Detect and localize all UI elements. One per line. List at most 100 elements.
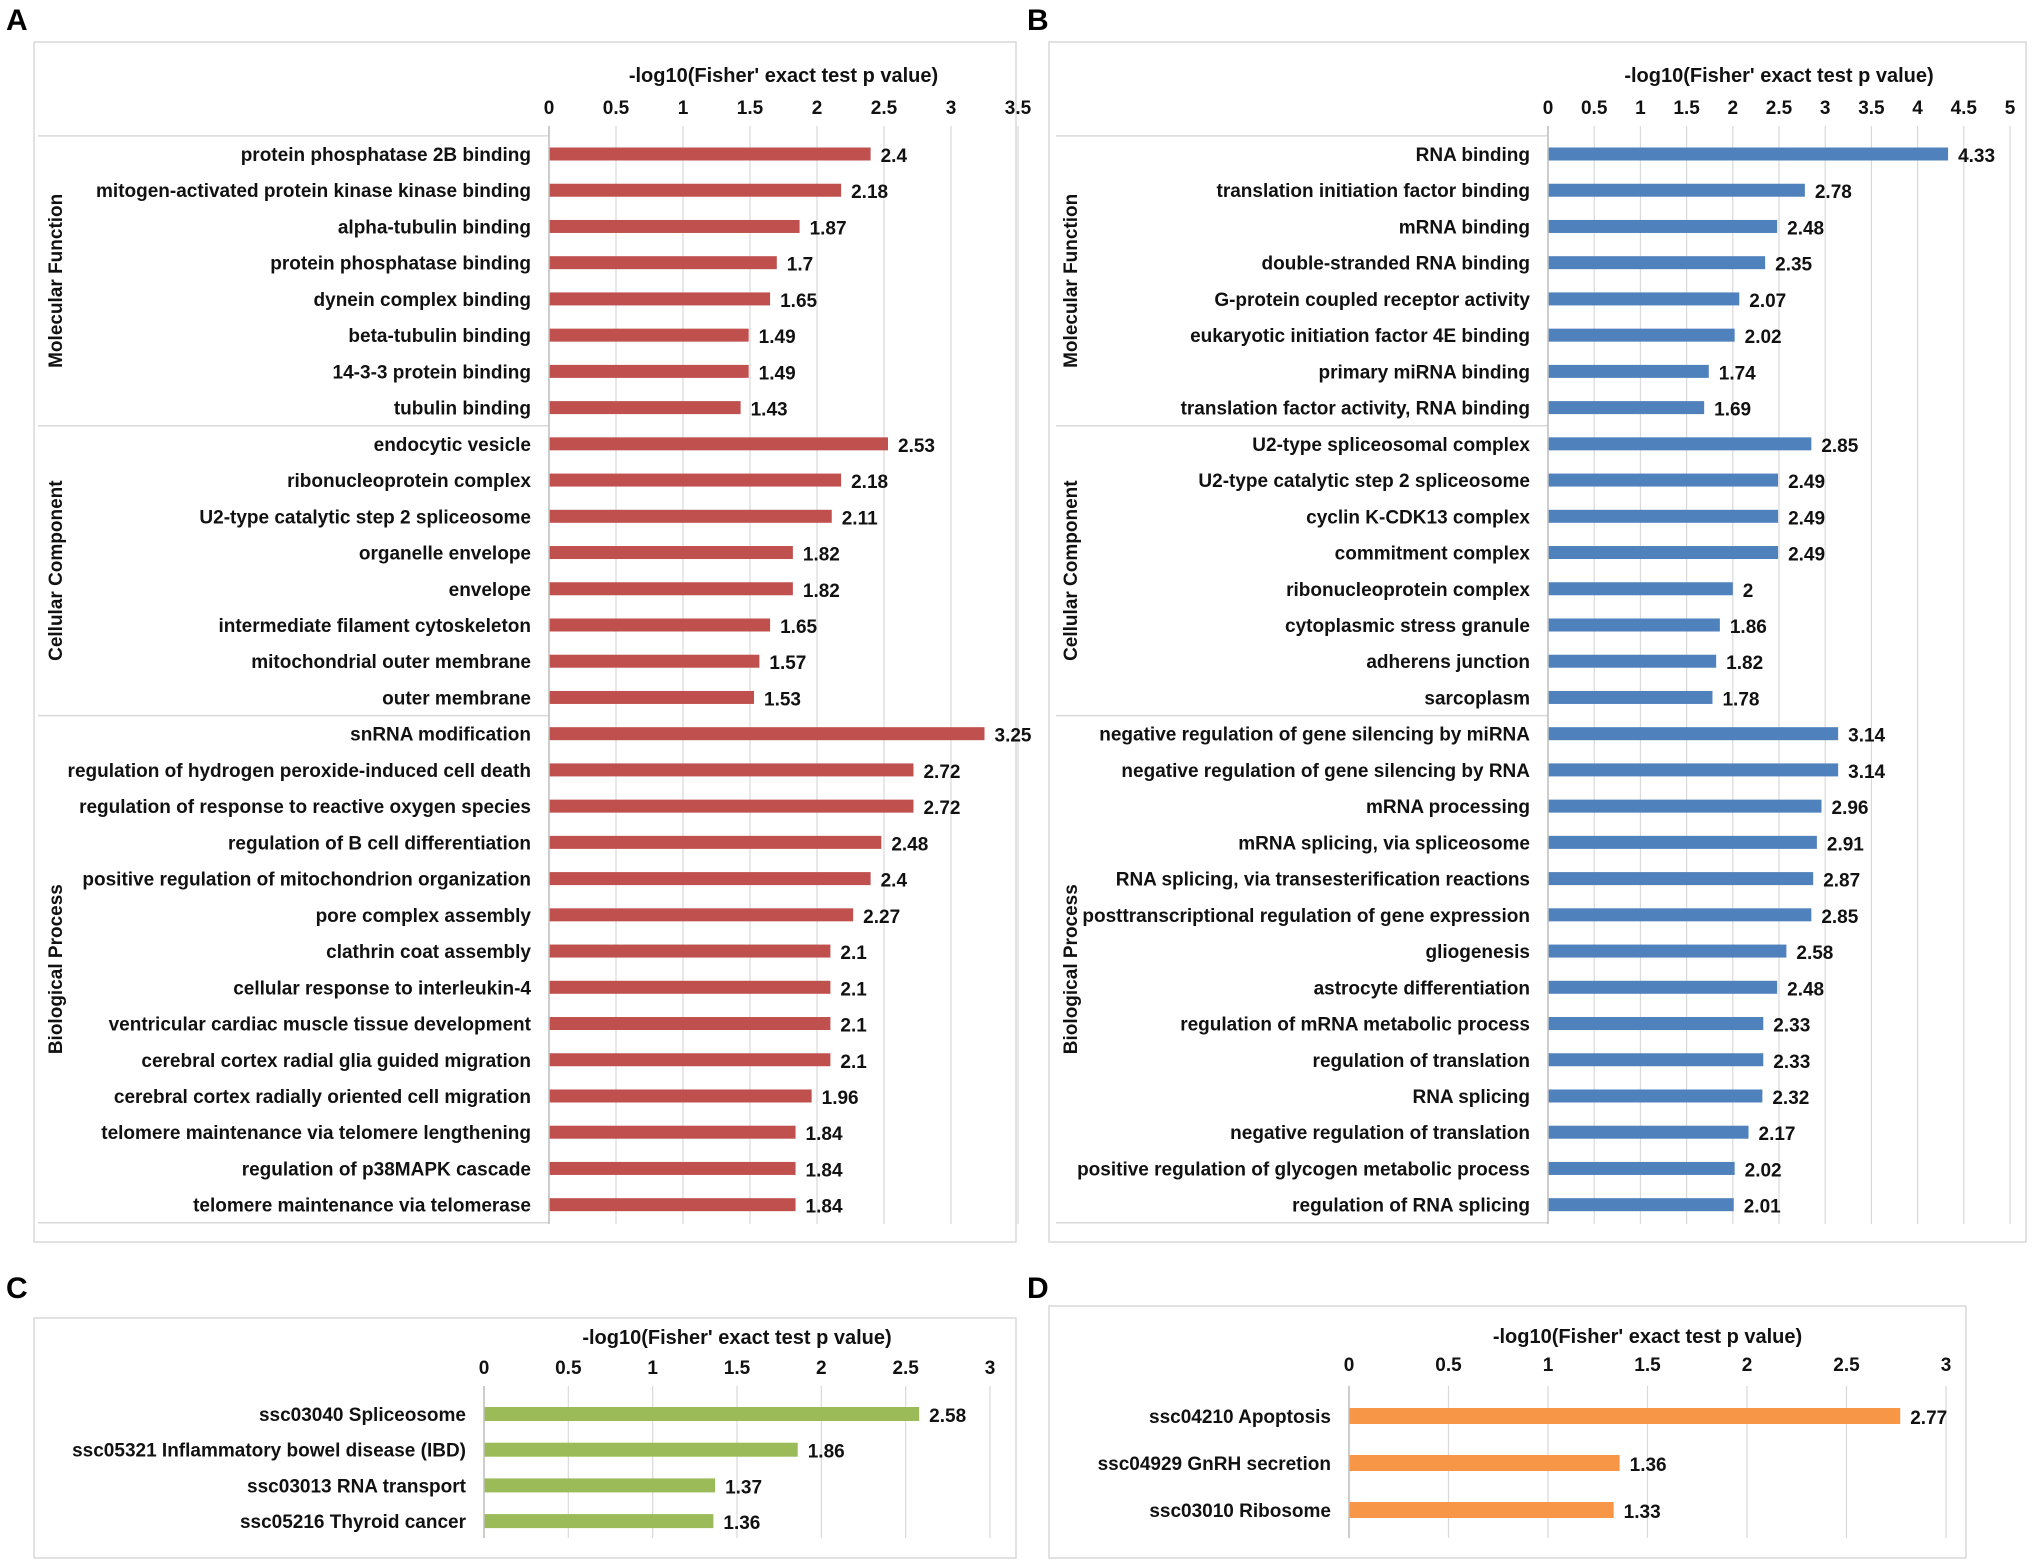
value-label: 2.85	[1821, 907, 1858, 928]
value-label: 1.82	[803, 545, 840, 566]
tick-label: 0	[1344, 1355, 1355, 1376]
category-label: mRNA binding	[1399, 217, 1530, 238]
category-label: RNA binding	[1416, 145, 1530, 166]
bar	[549, 618, 771, 632]
tick-label: 1	[1635, 98, 1646, 119]
value-label: 1.37	[725, 1477, 762, 1498]
category-label: pore complex assembly	[316, 906, 532, 927]
bar	[549, 437, 889, 451]
panel-d: D -log10(Fisher' exact test p value) 0 0.5 1…	[1027, 1272, 1967, 1559]
bar	[1548, 980, 1778, 994]
bar	[1548, 328, 1735, 342]
category-label: U2-type spliceosomal complex	[1252, 435, 1530, 456]
bar	[1548, 1017, 1764, 1031]
category-label: ssc05216 Thyroid cancer	[240, 1512, 467, 1533]
bar	[549, 727, 985, 741]
category-label: alpha-tubulin binding	[338, 217, 531, 238]
category-label: regulation of mRNA metabolic process	[1180, 1015, 1530, 1036]
panel-b: B -log10(Fisher' exact test p value) 0 0.5 1…	[1027, 4, 2027, 1243]
bar	[549, 219, 800, 233]
category-label: commitment complex	[1335, 544, 1531, 565]
value-label: 2.58	[1796, 943, 1833, 964]
category-label: telomere maintenance via telomere length…	[101, 1123, 531, 1144]
value-label: 1.74	[1719, 363, 1756, 384]
tick-label: 0	[479, 1358, 490, 1379]
tick-label: 3	[985, 1358, 996, 1379]
value-label: 1.33	[1624, 1502, 1661, 1523]
bar	[1548, 582, 1733, 596]
category-label: ribonucleoprotein complex	[287, 471, 531, 492]
value-label: 1.65	[780, 291, 817, 312]
category-label: protein phosphatase binding	[270, 254, 531, 275]
value-label: 2.96	[1832, 798, 1869, 819]
bar	[549, 509, 832, 523]
tick-label: 3	[1820, 98, 1831, 119]
panel-letter-a: A	[6, 4, 28, 37]
bar	[1548, 799, 1822, 813]
category-label: mRNA splicing, via spliceosome	[1238, 833, 1530, 854]
bar	[549, 473, 842, 487]
value-label: 2.91	[1827, 834, 1864, 855]
category-label: ssc03010 Ribosome	[1149, 1501, 1331, 1522]
group-label: Molecular Function	[46, 194, 67, 368]
tick-label: 1	[678, 98, 689, 119]
value-label: 2.1	[840, 1052, 867, 1073]
bar	[1548, 618, 1720, 632]
value-label: 1.87	[810, 218, 847, 239]
tick-label: 0.5	[555, 1358, 582, 1379]
bar	[549, 147, 871, 161]
category-label: positive regulation of mitochondrion org…	[82, 870, 531, 891]
bar	[1349, 1455, 1620, 1471]
value-label: 2.72	[923, 762, 960, 783]
category-label: ribonucleoprotein complex	[1286, 580, 1530, 601]
bar	[549, 364, 749, 378]
bar	[1548, 473, 1779, 487]
value-label: 3.14	[1848, 762, 1885, 783]
bar	[1548, 727, 1839, 741]
bar	[549, 654, 760, 668]
category-label: posttranscriptional regulation of gene e…	[1082, 906, 1530, 927]
category-label: ssc03013 RNA transport	[247, 1476, 467, 1497]
group-label: Molecular Function	[1061, 194, 1082, 368]
value-label: 2.1	[840, 979, 867, 1000]
category-label: mitogen-activated protein kinase kinase …	[96, 181, 531, 202]
bar	[1548, 509, 1779, 523]
tick-label: 0	[1543, 98, 1554, 119]
value-label: 2.49	[1788, 508, 1825, 529]
category-label: intermediate filament cytoskeleton	[218, 616, 531, 637]
category-label: cellular response to interleukin-4	[233, 978, 531, 999]
bar	[1548, 908, 1812, 922]
panel-c: C -log10(Fisher' exact test p value) 0 0.5 1…	[6, 1272, 1017, 1559]
category-label: dynein complex binding	[314, 290, 531, 311]
bar	[1548, 1053, 1764, 1067]
category-label: gliogenesis	[1425, 942, 1530, 963]
tick-label: 5	[2005, 98, 2016, 119]
category-label: translation factor activity, RNA binding	[1181, 399, 1530, 420]
bar	[1548, 437, 1812, 451]
category-label: regulation of RNA splicing	[1292, 1196, 1530, 1217]
tick-label: 2	[812, 98, 823, 119]
category-label: regulation of hydrogen peroxide-induced …	[68, 761, 531, 782]
category-label: RNA splicing, via transesterification re…	[1116, 870, 1530, 891]
value-label: 2.58	[929, 1406, 966, 1427]
category-label: adherens junction	[1366, 652, 1530, 673]
category-label: ssc04210 Apoptosis	[1149, 1407, 1331, 1428]
value-label: 4.33	[1958, 146, 1995, 167]
axis-title: -log10(Fisher' exact test p value)	[1493, 1326, 1802, 1348]
bar	[549, 183, 842, 197]
bar	[1548, 1161, 1735, 1175]
value-label: 2.72	[923, 798, 960, 819]
value-label: 1.82	[803, 581, 840, 602]
bar	[1349, 1502, 1614, 1518]
bar	[1548, 292, 1740, 306]
panel-letter-b: B	[1027, 4, 1049, 37]
value-label: 2.1	[840, 943, 867, 964]
tick-label: 3.5	[1858, 98, 1885, 119]
category-label: G-protein coupled receptor activity	[1214, 290, 1530, 311]
value-label: 2.33	[1773, 1052, 1810, 1073]
tick-label: 2	[1728, 98, 1739, 119]
category-label: mRNA processing	[1366, 797, 1530, 818]
value-label: 2.4	[881, 871, 908, 892]
category-label: negative regulation of gene silencing by…	[1121, 761, 1530, 782]
value-label: 1.96	[822, 1088, 859, 1109]
